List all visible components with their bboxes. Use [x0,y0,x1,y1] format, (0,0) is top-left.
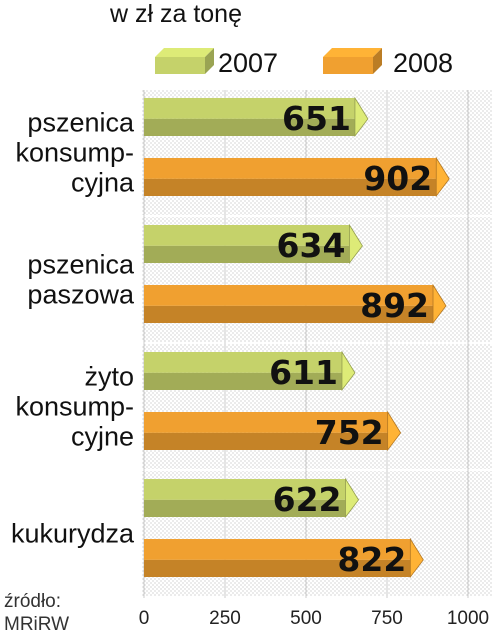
unit-label: w zł za tonę [109,0,242,28]
category-label-line: pszenica [27,108,135,138]
bar-face-bottom [144,432,401,450]
bar-end-cap [435,156,450,198]
bar-face-top [144,98,368,119]
source-line: MRiRW [4,614,69,635]
legend-label: 2008 [393,48,453,78]
category-label: pszenica paszowa [27,250,135,310]
category-label-line: pszenica [27,250,135,280]
bar-face-bottom [144,499,359,517]
value-label: 611 [269,353,338,392]
value-label: 902 [363,159,432,198]
bar-face-top [144,479,359,500]
bar-end-cap [432,283,447,325]
category-label-line: cyjna [71,168,135,198]
value-label: 822 [337,540,406,579]
legend-label: 2007 [218,48,278,78]
value-label: 622 [273,480,342,519]
bar-2007: 622 [144,477,360,519]
x-tick-label: 1000 [447,608,489,629]
category-label: pszenica konsump-cyjna [15,108,135,198]
bar-2008: 822 [144,537,424,579]
legend-swatch-side [373,48,382,74]
bar-end-cap [345,477,360,519]
category-label-line: kukurydza [11,519,135,549]
bar-end-cap [354,96,369,138]
bar-face-top [144,225,363,246]
x-tick-label: 500 [290,608,322,629]
bar-face-top [144,352,355,373]
x-axis-ticks: 0 250 500 750 1000 [139,608,489,629]
category-label-line: konsump- [15,138,134,168]
category-label-line: paszowa [27,280,135,310]
source-label: źródło: MRiRW [4,591,69,635]
bar-face-bottom [144,372,355,390]
legend-swatch-side [205,48,214,74]
bar-face-bottom [144,305,447,323]
legend-swatch-top [155,48,214,57]
bars: 651 902 634 892 611 752 622 822 [144,96,450,579]
bar-end-cap [409,537,424,579]
bar-face-top [144,412,401,433]
source-line: źródło: [4,591,61,612]
legend-swatch-top [323,48,382,57]
value-label: 634 [277,226,346,265]
category-label-line: konsump- [15,392,134,422]
bar-end-cap [349,223,363,265]
bar-2008: 752 [144,410,402,452]
bar-2007: 651 [144,96,369,138]
bar-face-bottom [144,245,363,263]
value-label: 892 [360,286,429,325]
bar-face-top [144,285,447,306]
legend-swatch-front [155,57,205,74]
value-label: 651 [282,99,351,138]
bar-2007: 634 [144,223,363,265]
legend-item-2007: 2007 [155,48,278,78]
x-tick-label: 0 [139,608,150,629]
bar-face-top [144,539,424,560]
category-label: żyto konsump-cyjne [15,362,134,452]
bar-face-bottom [144,118,368,136]
x-tick-label: 750 [371,608,403,629]
bar-2008: 892 [144,283,447,325]
bar-face-top [144,158,450,179]
bar-end-cap [387,410,402,452]
legend: w zł za tonę 2007 2008 [109,0,453,78]
bar-face-bottom [144,178,450,196]
category-label: kukurydza [11,519,135,549]
value-label: 752 [315,413,384,452]
category-label-line: cyjne [71,422,134,452]
x-tick-label: 250 [209,608,241,629]
bar-2008: 902 [144,156,450,198]
bar-face-bottom [144,559,424,577]
category-label-line: żyto [84,362,134,392]
bar-end-cap [341,350,356,392]
legend-item-2008: 2008 [323,48,453,78]
legend-swatch-front [323,57,373,74]
bar-2007: 611 [144,350,356,392]
